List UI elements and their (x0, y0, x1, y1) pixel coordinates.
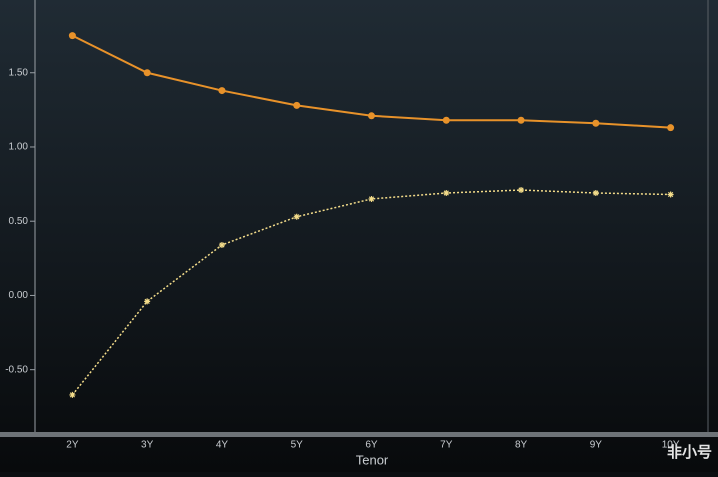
x-axis-title: Tenor (356, 452, 389, 467)
point (293, 213, 300, 220)
x-tick-label: 8Y (515, 440, 528, 451)
x-tick-label: 3Y (141, 440, 154, 451)
point (144, 298, 151, 305)
x-tick-label: 4Y (216, 440, 229, 451)
point (368, 112, 375, 120)
x-tick-label: 6Y (365, 440, 378, 451)
point (592, 190, 599, 197)
y-tick-label: 1.50 (9, 67, 29, 78)
watermark: 非小号 (667, 443, 712, 461)
x-axis-bar (0, 432, 718, 437)
point (368, 195, 375, 202)
series-line (71, 189, 671, 396)
point (293, 101, 301, 109)
x-tick-label: 5Y (291, 440, 304, 451)
point (518, 187, 525, 194)
x-tick-label: 9Y (590, 440, 603, 451)
x-tick-label: 2Y (66, 440, 79, 451)
point (667, 124, 675, 132)
point (69, 391, 76, 398)
point (68, 32, 76, 40)
point (442, 116, 450, 124)
point (443, 190, 450, 197)
point (218, 87, 226, 95)
point (143, 69, 151, 77)
x-tick-label: 7Y (440, 440, 453, 451)
point (667, 191, 674, 198)
y-tick-label: -0.50 (5, 364, 28, 375)
point (592, 119, 600, 127)
point (218, 241, 225, 248)
y-tick-label: 0.00 (9, 290, 29, 301)
y-tick-label: 1.00 (9, 142, 29, 153)
x-tick-label: 10Y (662, 440, 680, 451)
point (517, 116, 525, 124)
y-tick-label: 0.50 (9, 216, 29, 227)
